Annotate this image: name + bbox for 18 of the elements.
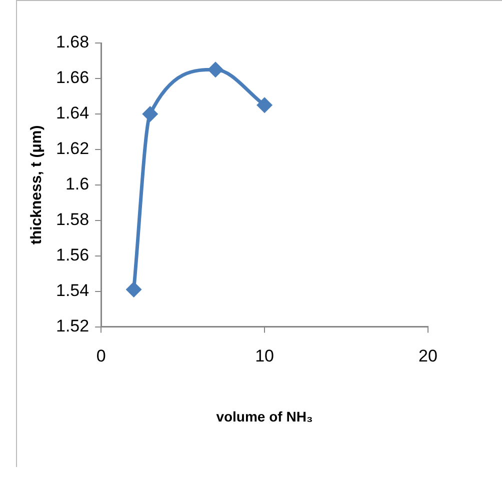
y-tick-label: 1.56 — [56, 246, 90, 265]
y-tick-label: 1.66 — [56, 68, 90, 88]
y-tick-label: 1.58 — [56, 210, 90, 230]
x-tick-label: 0 — [96, 346, 106, 366]
x-tick-label: 20 — [418, 346, 438, 366]
point — [142, 106, 158, 122]
point — [126, 282, 142, 298]
point — [208, 62, 224, 78]
y-tick-label: 1.68 — [56, 32, 90, 52]
y-axis-title: thickness, t (μm) — [28, 125, 46, 244]
y-tick-label: 1.62 — [56, 139, 90, 158]
y-tick-label: 1.6 — [65, 174, 90, 194]
y-tick-label: 1.64 — [56, 104, 90, 123]
x-axis-title: volume of NH₃ — [216, 408, 313, 424]
y-tick-label: 1.54 — [56, 281, 90, 300]
x-tick-label: 10 — [255, 346, 274, 366]
point — [256, 97, 273, 114]
y-tick-label: 1.52 — [56, 316, 90, 336]
